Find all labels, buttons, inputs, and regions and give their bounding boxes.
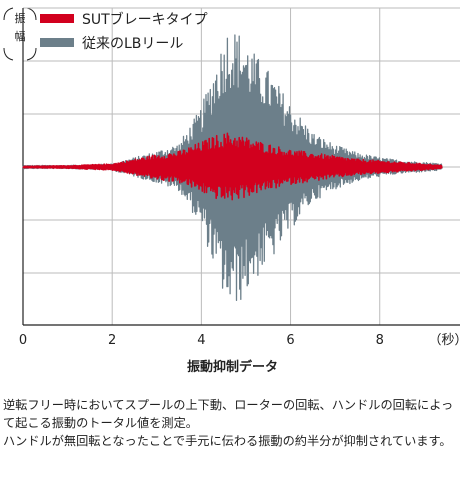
x-tick-label: 6 — [286, 333, 294, 348]
x-tick-label: 2 — [108, 333, 116, 348]
description: 逆転フリー時においてスプールの上下動、ローターの回転、ハンドルの回転によって起こ… — [3, 396, 463, 450]
y-axis-label: 振 幅 — [3, 7, 37, 61]
x-axis-unit-label: （秒） — [428, 333, 465, 348]
y-axis-label-text-2: 幅 — [15, 30, 26, 43]
x-tick-label: 4 — [197, 333, 205, 348]
legend: SUTブレーキタイプ 従来のLBリール — [40, 11, 208, 52]
description-line-1: 逆転フリー時においてスプールの上下動、ローターの回転、ハンドルの回転によって起こ… — [3, 398, 454, 430]
series-line-sut — [22, 132, 443, 201]
series-layer — [22, 34, 443, 302]
legend-label-sut: SUTブレーキタイプ — [82, 11, 208, 28]
y-axis-label-text: 振 — [15, 11, 26, 25]
legend-swatch-lb — [40, 38, 74, 47]
y-axis-label-bracket-bottom — [3, 47, 37, 61]
x-tick-labels: 0 2 4 6 8 — [19, 333, 384, 348]
vibration-chart: 振 幅 SUTブレーキタイプ 従来のLBリール 0 2 4 6 8 （秒） — [3, 7, 465, 348]
x-tick-label: 0 — [19, 333, 27, 348]
chart-caption: 振動抑制データ — [186, 360, 278, 375]
legend-swatch-sut — [40, 14, 74, 23]
legend-label-lb: 従来のLBリール — [82, 36, 183, 52]
x-tick-label: 8 — [376, 333, 384, 348]
description-line-2: ハンドルが無回転となったことで手元に伝わる振動の約半分が抑制されています。 — [3, 434, 452, 448]
